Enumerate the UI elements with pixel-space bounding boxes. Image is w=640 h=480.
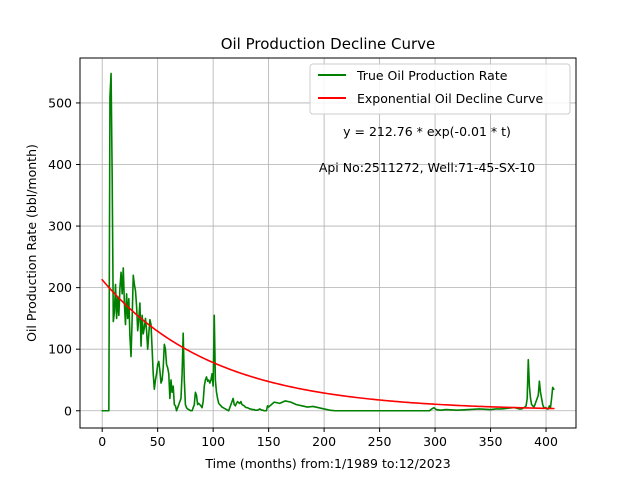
x-axis-label: Time (months) from:1/1989 to:12/2023 bbox=[204, 456, 450, 471]
series-layer bbox=[101, 72, 555, 412]
y-tick-label: 0 bbox=[64, 403, 72, 418]
chart-title: Oil Production Decline Curve bbox=[221, 35, 436, 53]
x-tick-label: 50 bbox=[150, 434, 166, 449]
well-annotation: Api No:2511272, Well:71-45-SX-10 bbox=[319, 160, 535, 175]
plot-frame bbox=[79, 57, 577, 429]
ticks: 0 50 100 150 200 250 300 350 400 0 100 200 300 400 500 bbox=[48, 95, 558, 449]
legend-label-exponential: Exponential Oil Decline Curve bbox=[357, 91, 544, 106]
legend: True Oil Production Rate Exponential Oil… bbox=[309, 63, 571, 115]
x-tick-label: 150 bbox=[257, 434, 281, 449]
y-tick-label: 400 bbox=[48, 157, 72, 172]
x-tick-label: 200 bbox=[312, 434, 336, 449]
y-axis-label: Oil Production Rate (bbl/month) bbox=[24, 144, 39, 342]
y-tick-label: 500 bbox=[48, 95, 72, 110]
legend-box bbox=[309, 63, 571, 115]
equation-annotation: y = 212.76 * exp(-0.01 * t) bbox=[343, 124, 511, 139]
x-tick-label: 400 bbox=[534, 434, 558, 449]
exponential-decline-line bbox=[101, 278, 555, 410]
x-tick-label: 250 bbox=[368, 434, 392, 449]
x-tick-label: 0 bbox=[98, 434, 106, 449]
y-tick-label: 100 bbox=[48, 342, 72, 357]
y-tick-label: 200 bbox=[48, 280, 72, 295]
x-tick-label: 350 bbox=[479, 434, 503, 449]
y-tick-label: 300 bbox=[48, 219, 72, 234]
x-tick-label: 300 bbox=[423, 434, 447, 449]
x-tick-label: 100 bbox=[201, 434, 225, 449]
true-oil-production-line bbox=[101, 72, 555, 412]
legend-label-true-oil: True Oil Production Rate bbox=[356, 68, 508, 83]
